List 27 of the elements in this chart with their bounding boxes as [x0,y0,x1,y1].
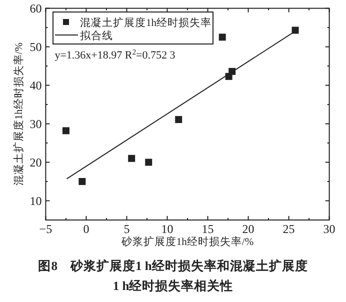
x-tick-label: 15 [202,222,214,236]
y-tick-label: 60 [30,1,42,16]
text: 图8 砂浆扩展度1 h经时损失率和混凝土扩展度1 h经时损失率相关性 [38,258,308,293]
y-axis-title: 混凝土扩展度1h经时损失率/% [12,42,25,186]
x-tick-label: 20 [242,222,254,236]
legend-label: 混凝土扩展度1h经时损失率 [80,16,212,29]
point [175,116,182,124]
x-tick-label: −5 [39,222,52,236]
y-tick-label: 10 [30,194,42,208]
annotation: y=1.36x+18.97 R$^{2}$=0.752 3 [54,46,176,62]
legend-label: 拟合线 [80,29,113,42]
point [78,178,86,186]
x-tick-label: 5 [124,222,130,236]
point [128,154,136,162]
x-tick-label: 10 [161,222,174,236]
x-tick-label: 25 [282,222,295,236]
point [218,34,226,41]
y-tick-label: 30 [30,116,42,131]
x-axis-title: 砂浆扩展度1h经时损失率/% [120,235,254,248]
y-tick-label: 40 [30,78,42,92]
y-tick-label: 50 [30,40,42,54]
point [62,127,70,134]
y-tick-label: 20 [30,155,42,170]
x-tick-label: 30 [323,222,336,236]
point [292,26,299,34]
x-tick-label: 0 [83,222,90,236]
point [145,158,152,166]
